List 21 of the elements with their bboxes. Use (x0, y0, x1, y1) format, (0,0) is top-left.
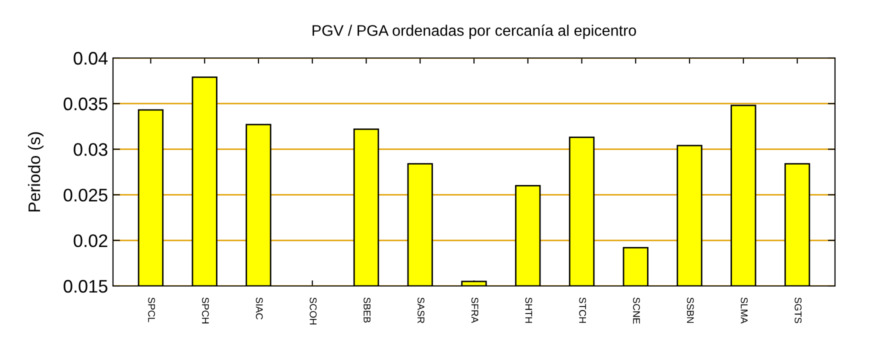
y-tick-label: 0.02 (74, 234, 108, 248)
x-tick-label: SCNE (633, 298, 640, 324)
y-axis-title: Periodo (s) (28, 132, 44, 212)
x-tick-label: SPCL (148, 298, 155, 322)
y-tick-label: 0.025 (64, 188, 108, 202)
y-tick-label: 0.015 (64, 280, 108, 293)
chart-title: PGV / PGA ordenadas por cercanía al epicentro (312, 24, 636, 39)
x-tick-label: SPCH (202, 298, 209, 324)
x-tick-label: SFRA (471, 298, 478, 324)
x-tick-label: SBEB (364, 298, 371, 323)
y-tick-label: 0.035 (64, 98, 108, 110)
x-tick-label: SHTH (525, 298, 532, 323)
x-tick-label: SLMA (740, 298, 748, 324)
x-tick-label: SCOH (310, 298, 317, 324)
x-tick-label: SIAC (256, 298, 263, 320)
x-tick-label: SSBN (686, 298, 694, 323)
y-tick-label: 0.03 (74, 143, 108, 156)
x-tick-label: STCH (579, 298, 586, 323)
y-tick-label: 0.04 (74, 52, 108, 65)
x-tick-label: SASR (418, 298, 424, 324)
x-tick-label: SGTS (794, 298, 802, 324)
